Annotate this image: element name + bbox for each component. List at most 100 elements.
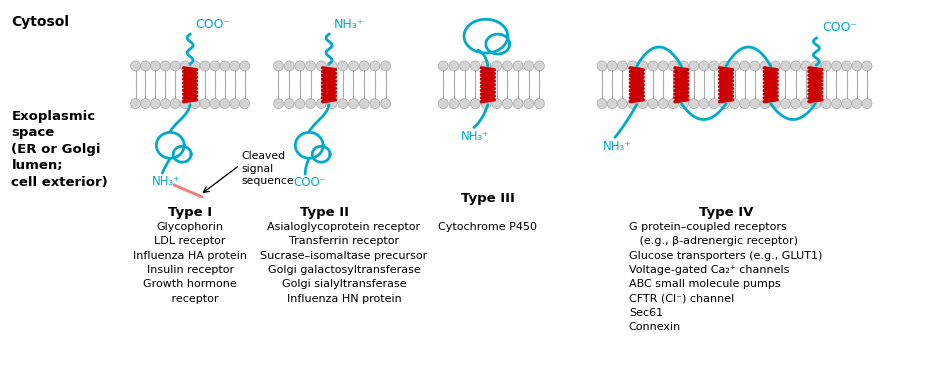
Circle shape [709, 61, 719, 71]
Circle shape [317, 61, 326, 71]
Circle shape [150, 99, 161, 109]
Text: LDL receptor: LDL receptor [154, 236, 226, 246]
Circle shape [381, 61, 391, 71]
Circle shape [648, 61, 658, 71]
Circle shape [729, 99, 740, 109]
Text: NH₃⁺: NH₃⁺ [334, 18, 365, 31]
Circle shape [658, 99, 668, 109]
Circle shape [449, 61, 459, 71]
Circle shape [359, 99, 369, 109]
Circle shape [460, 61, 470, 71]
Circle shape [832, 99, 841, 109]
Circle shape [618, 99, 627, 109]
Circle shape [170, 99, 180, 109]
Circle shape [780, 61, 791, 71]
Circle shape [770, 99, 780, 109]
Text: G protein–coupled receptors: G protein–coupled receptors [629, 222, 787, 232]
Circle shape [597, 99, 607, 109]
Circle shape [801, 99, 811, 109]
Circle shape [140, 99, 150, 109]
Text: Influenza HA protein: Influenza HA protein [133, 250, 247, 260]
Circle shape [170, 61, 180, 71]
Text: NH₃⁺: NH₃⁺ [461, 131, 489, 144]
Circle shape [274, 61, 283, 71]
Circle shape [638, 61, 648, 71]
Circle shape [862, 99, 872, 109]
Text: Sucrase–isomaltase precursor: Sucrase–isomaltase precursor [260, 250, 428, 260]
Circle shape [438, 61, 448, 71]
Circle shape [295, 99, 305, 109]
Circle shape [200, 99, 210, 109]
Text: Voltage-gated Ca₂⁺ channels: Voltage-gated Ca₂⁺ channels [629, 265, 790, 275]
Circle shape [210, 61, 220, 71]
Circle shape [220, 99, 229, 109]
Text: NH₃⁺: NH₃⁺ [603, 140, 631, 153]
Text: COO⁻: COO⁻ [293, 176, 327, 189]
Circle shape [699, 61, 709, 71]
Circle shape [811, 61, 821, 71]
Circle shape [607, 99, 618, 109]
Text: Influenza HN protein: Influenza HN protein [287, 294, 401, 304]
Circle shape [337, 99, 348, 109]
Circle shape [801, 61, 811, 71]
Circle shape [679, 99, 688, 109]
Circle shape [668, 99, 679, 109]
Text: receptor: receptor [162, 294, 219, 304]
Circle shape [740, 99, 750, 109]
Circle shape [470, 99, 480, 109]
Circle shape [719, 99, 729, 109]
Circle shape [240, 99, 250, 109]
Circle shape [502, 61, 512, 71]
Text: Glycophorin: Glycophorin [157, 222, 224, 232]
Circle shape [492, 61, 502, 71]
Circle shape [822, 61, 831, 71]
Text: Asialoglycoprotein receptor: Asialoglycoprotein receptor [267, 222, 420, 232]
Text: Type I: Type I [168, 206, 212, 219]
Text: Connexin: Connexin [629, 323, 682, 333]
Circle shape [327, 61, 337, 71]
Text: Type IV: Type IV [698, 206, 753, 219]
Circle shape [306, 99, 316, 109]
Circle shape [618, 61, 627, 71]
Circle shape [229, 61, 240, 71]
Circle shape [274, 99, 283, 109]
Circle shape [327, 99, 337, 109]
Text: CFTR (Cl⁻) channel: CFTR (Cl⁻) channel [629, 294, 734, 304]
Circle shape [190, 99, 200, 109]
Text: Cleaved
signal
sequence: Cleaved signal sequence [242, 151, 294, 186]
Circle shape [689, 61, 698, 71]
Circle shape [481, 99, 491, 109]
Circle shape [628, 99, 637, 109]
Circle shape [780, 99, 791, 109]
Circle shape [140, 61, 150, 71]
Text: Type II: Type II [300, 206, 349, 219]
Circle shape [349, 61, 358, 71]
Text: COO⁻: COO⁻ [196, 18, 230, 31]
Text: Growth hormone: Growth hormone [143, 279, 237, 289]
Circle shape [284, 99, 294, 109]
Circle shape [449, 99, 459, 109]
Circle shape [180, 99, 190, 109]
Circle shape [470, 61, 480, 71]
Circle shape [750, 99, 760, 109]
Circle shape [513, 61, 523, 71]
Circle shape [607, 61, 618, 71]
Circle shape [719, 61, 729, 71]
Circle shape [628, 61, 637, 71]
Circle shape [481, 61, 491, 71]
Circle shape [359, 61, 369, 71]
Text: ABC small molecule pumps: ABC small molecule pumps [629, 279, 780, 289]
Circle shape [131, 99, 140, 109]
Circle shape [180, 61, 190, 71]
Circle shape [349, 99, 358, 109]
Circle shape [770, 61, 780, 71]
Circle shape [513, 99, 523, 109]
Text: Type III: Type III [461, 192, 515, 205]
Circle shape [841, 99, 852, 109]
Circle shape [852, 99, 862, 109]
Circle shape [306, 61, 316, 71]
Text: Cytochrome P450: Cytochrome P450 [438, 222, 538, 232]
Text: Insulin receptor: Insulin receptor [147, 265, 234, 275]
Circle shape [161, 61, 170, 71]
Circle shape [832, 61, 841, 71]
